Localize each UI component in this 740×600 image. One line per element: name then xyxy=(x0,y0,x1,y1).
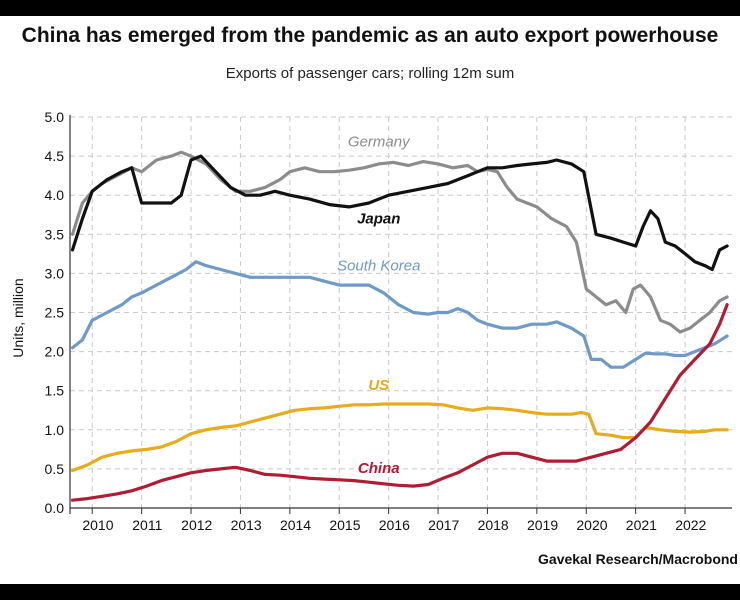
y-tick-label: 0.0 xyxy=(45,500,65,516)
x-tick-label: 2020 xyxy=(576,517,607,533)
x-tick-label: 2012 xyxy=(181,517,212,533)
y-tick-label: 2.0 xyxy=(45,344,65,360)
series-line-germany xyxy=(70,150,729,334)
x-tick-label: 2010 xyxy=(82,517,113,533)
x-tick-label: 2017 xyxy=(428,517,459,533)
source-note: Gavekal Research/Macrobond xyxy=(538,551,738,567)
top-border xyxy=(0,0,740,16)
y-tick-label: 3.0 xyxy=(45,265,65,281)
series-line-china xyxy=(70,303,729,502)
x-tick-label: 2015 xyxy=(329,517,360,533)
x-tick-label: 2018 xyxy=(478,517,509,533)
y-tick-label: 5.0 xyxy=(45,109,65,125)
y-tick-label: 1.5 xyxy=(45,383,65,399)
x-tick-label: 2019 xyxy=(527,517,558,533)
chart-title: China has emerged from the pandemic as a… xyxy=(21,24,719,47)
x-tick-label: 2016 xyxy=(379,517,410,533)
chart-subtitle: Exports of passenger cars; rolling 12m s… xyxy=(225,65,515,82)
y-tick-label: 0.5 xyxy=(45,461,65,477)
y-tick-label: 4.0 xyxy=(45,187,65,203)
x-tick-label: 2022 xyxy=(675,517,706,533)
series-line-japan xyxy=(70,154,729,272)
bottom-border xyxy=(0,584,740,600)
series-line-south-korea xyxy=(70,260,729,369)
x-tick-label: 2021 xyxy=(626,517,657,533)
series-label-us: US xyxy=(368,377,389,394)
y-tick-label: 1.0 xyxy=(45,422,65,438)
y-tick-label: 2.5 xyxy=(45,305,65,321)
series-label-germany: Germany xyxy=(348,134,411,151)
series-label-south-korea: South Korea xyxy=(337,257,420,274)
x-tick-label: 2011 xyxy=(132,517,162,533)
series-label-japan: Japan xyxy=(357,210,400,227)
series-label-china: China xyxy=(358,460,400,477)
y-tick-label: 3.5 xyxy=(45,226,65,242)
x-tick-label: 2013 xyxy=(231,517,262,533)
y-tick-label: 4.5 xyxy=(45,148,65,164)
x-tick-label: 2014 xyxy=(280,517,311,533)
series-line-us xyxy=(70,402,729,473)
